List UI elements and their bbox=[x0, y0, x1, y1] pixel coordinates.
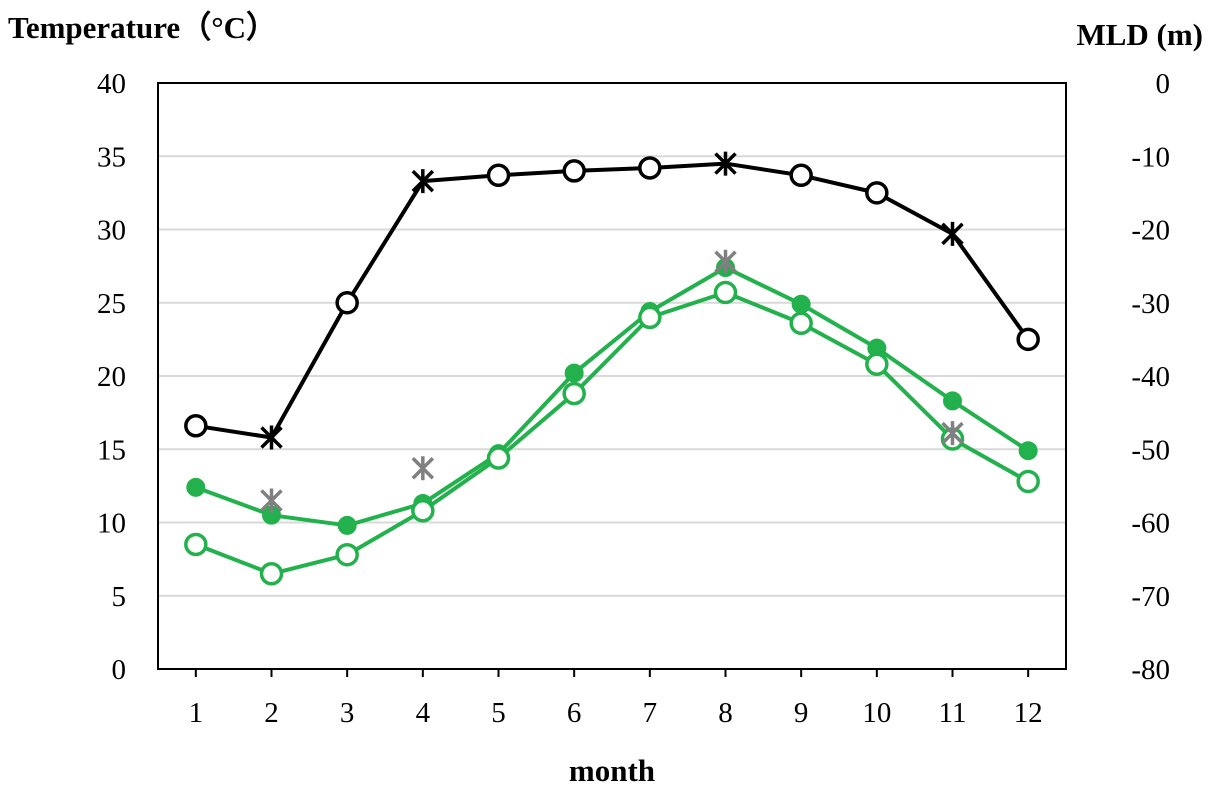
point-open-circle bbox=[1016, 327, 1040, 352]
series-line bbox=[195, 290, 1030, 576]
point-open-circle bbox=[638, 305, 662, 330]
y-right-tick-label: -10 bbox=[1131, 141, 1170, 173]
point-filled-circle bbox=[943, 391, 962, 411]
point-open-circle bbox=[1016, 469, 1040, 494]
x-tick-label: 12 bbox=[1014, 697, 1043, 729]
point-star bbox=[714, 249, 737, 274]
y-left-tick-label: 5 bbox=[112, 581, 127, 613]
y-right-tick-label: -80 bbox=[1131, 654, 1170, 686]
point-star bbox=[260, 488, 283, 513]
x-tick-label: 6 bbox=[567, 697, 582, 729]
gridlines bbox=[158, 155, 1066, 597]
x-tick-label: 4 bbox=[416, 697, 431, 729]
y-left-tick-label: 0 bbox=[112, 654, 127, 686]
point-open-circle bbox=[865, 181, 889, 205]
plot-area bbox=[157, 82, 1067, 670]
point-open-circle bbox=[184, 532, 208, 557]
y-right-tick-label: -40 bbox=[1131, 361, 1170, 393]
point-open-circle bbox=[638, 156, 662, 180]
point-star bbox=[941, 421, 964, 446]
point-open-circle bbox=[562, 381, 586, 406]
y-right-tick-label: -30 bbox=[1131, 288, 1170, 320]
x-axis: 1 2 3 4 5 6 7 8 9 10 11 12 bbox=[189, 669, 1043, 729]
point-open-circle bbox=[411, 499, 435, 523]
point-star bbox=[411, 169, 435, 194]
series-3 bbox=[184, 280, 1040, 586]
point-open-circle bbox=[335, 291, 359, 315]
series-1 bbox=[184, 151, 1040, 450]
point-open-circle bbox=[865, 352, 889, 377]
x-tick-label: 8 bbox=[718, 697, 733, 729]
x-tick-label: 9 bbox=[794, 697, 809, 729]
y-axis-right-title: MLD (m) bbox=[1076, 17, 1203, 52]
x-tick-label: 11 bbox=[939, 697, 967, 729]
y-right-tick-label: -60 bbox=[1131, 508, 1170, 540]
point-open-circle bbox=[789, 163, 813, 188]
y-left-tick-label: 35 bbox=[97, 141, 126, 173]
point-star bbox=[260, 425, 283, 450]
x-tick-label: 10 bbox=[862, 697, 891, 729]
series-line bbox=[195, 265, 1030, 528]
series-4 bbox=[260, 249, 964, 513]
y-right-tick-label: -50 bbox=[1131, 434, 1170, 466]
y-right-tick-label: 0 bbox=[1156, 68, 1171, 100]
y-right-tick-label: -70 bbox=[1131, 581, 1170, 613]
y-axis-left-title: Temperature（°C） bbox=[8, 10, 277, 45]
point-filled-circle bbox=[337, 515, 357, 535]
x-tick-label: 3 bbox=[340, 697, 355, 729]
point-open-circle bbox=[713, 280, 738, 305]
point-filled-circle bbox=[186, 477, 206, 497]
point-open-circle bbox=[486, 446, 511, 470]
x-tick-label: 1 bbox=[189, 697, 204, 729]
point-open-circle bbox=[486, 163, 511, 188]
y-left-tick-label: 20 bbox=[97, 361, 126, 393]
point-star bbox=[411, 456, 435, 481]
point-filled-circle bbox=[564, 363, 584, 383]
point-open-circle bbox=[184, 414, 208, 438]
y-left-tick-label: 30 bbox=[97, 215, 126, 247]
x-axis-title: month bbox=[569, 753, 655, 788]
y-left-tick-label: 15 bbox=[97, 434, 126, 466]
x-tick-label: 7 bbox=[643, 697, 658, 729]
x-tick-label: 2 bbox=[264, 697, 279, 729]
point-star bbox=[714, 151, 737, 176]
y-right-tick-label: -20 bbox=[1131, 215, 1170, 247]
point-open-circle bbox=[562, 159, 586, 183]
point-star bbox=[941, 221, 964, 246]
y-axis-right: -80 -70 -60 -50 -40 -30 -20 -10 0 bbox=[1131, 68, 1170, 686]
point-filled-circle bbox=[791, 294, 811, 314]
point-filled-circle bbox=[1018, 441, 1038, 461]
series-line bbox=[195, 161, 1030, 440]
x-tick-label: 5 bbox=[491, 697, 506, 729]
y-axis-left: 0 5 10 15 20 25 30 35 40 bbox=[97, 68, 126, 686]
point-open-circle bbox=[259, 562, 284, 586]
point-open-circle bbox=[335, 542, 359, 567]
series-layer bbox=[184, 151, 1040, 586]
y-left-tick-label: 40 bbox=[97, 68, 126, 100]
y-left-tick-label: 25 bbox=[97, 288, 126, 320]
y-left-tick-label: 10 bbox=[97, 508, 126, 540]
point-open-circle bbox=[789, 311, 813, 336]
